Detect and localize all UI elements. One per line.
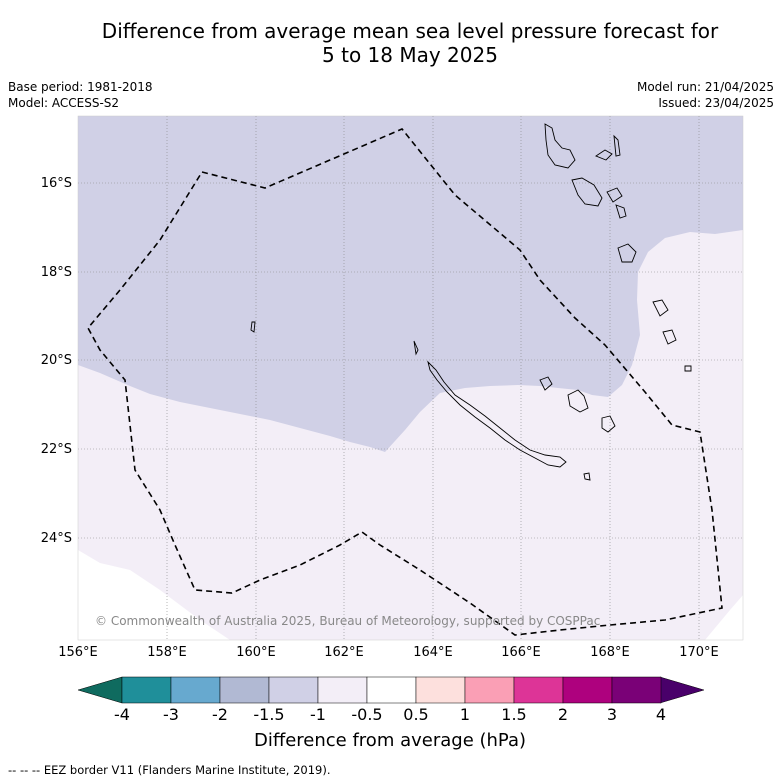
colorbar-segment	[562, 676, 613, 704]
coastlines	[250, 123, 692, 481]
colorbar-label: -1	[310, 705, 326, 724]
colorbar-segment	[611, 676, 662, 704]
lon-label: 158°E	[147, 645, 187, 660]
colorbar	[77, 676, 705, 704]
island-outline	[684, 365, 692, 372]
region-neutral-southeast	[705, 595, 743, 640]
colorbar-segment	[366, 676, 417, 704]
island-outline	[613, 134, 621, 157]
island-outline	[250, 321, 256, 333]
eez-border	[87, 128, 723, 636]
island-outline	[544, 123, 576, 169]
colorbar-label: 3	[606, 705, 618, 724]
title-line-2: 5 to 18 May 2025	[322, 43, 498, 67]
island-outline	[413, 340, 419, 356]
colorbar-segment	[464, 676, 515, 704]
island-outline	[617, 243, 637, 263]
base-period: Base period: 1981-2018	[8, 80, 153, 94]
lon-label: 162°E	[324, 645, 364, 660]
island-outline	[652, 299, 669, 317]
colorbar-label: 2	[557, 705, 569, 724]
colorbar-segment	[317, 676, 368, 704]
new-caledonia-outline	[427, 360, 567, 468]
island-outline	[615, 204, 627, 219]
colorbar-segment	[170, 676, 221, 704]
colorbar-label: -4	[114, 705, 130, 724]
lat-label: 22°S	[40, 442, 72, 457]
issued-date: Issued: 23/04/2025	[658, 96, 774, 110]
copyright-notice: © Commonwealth of Australia 2025, Bureau…	[95, 614, 601, 628]
map-frame	[77, 115, 744, 641]
colorbar-high-extension	[659, 676, 705, 704]
colorbar-segment	[219, 676, 270, 704]
colorbar-label: 1.5	[501, 705, 527, 724]
colorbar-segment	[415, 676, 466, 704]
colorbar-segment	[121, 676, 172, 704]
model-run: Model run: 21/04/2025	[636, 80, 774, 94]
island-outline	[606, 187, 623, 203]
lon-label: 166°E	[501, 645, 541, 660]
model-name: Model: ACCESS-S2	[8, 96, 120, 110]
colorbar-label: -3	[163, 705, 179, 724]
lon-label: 164°E	[413, 645, 453, 660]
meta-left: Base period: 1981-2018 Model: ACCESS-S2	[8, 79, 153, 111]
colorbar-segment	[268, 676, 319, 704]
colorbar-label: 1	[459, 705, 471, 724]
island-outline	[662, 329, 677, 345]
meta-right: Model run: 21/04/2025 Issued: 23/04/2025	[637, 79, 774, 111]
lat-label: 16°S	[40, 176, 72, 191]
colorbar-title: Difference from average (hPa)	[253, 730, 527, 751]
title-line-1: Difference from average mean sea level p…	[101, 19, 719, 43]
island-outline	[567, 389, 589, 413]
lat-label: 24°S	[40, 531, 72, 546]
colorbar-label: 0.5	[403, 705, 429, 724]
island-outline	[583, 472, 591, 481]
lon-label: 168°E	[590, 645, 630, 660]
colorbar-label: -2	[212, 705, 228, 724]
lon-label: 170°E	[679, 645, 719, 660]
colorbar-label: 4	[655, 705, 667, 724]
island-outline	[601, 415, 616, 433]
eez-footnote: -- -- -- EEZ border V11 (Flanders Marine…	[8, 763, 331, 777]
colorbar-segment	[513, 676, 564, 704]
lat-label: 20°S	[40, 353, 72, 368]
colorbar-label: -0.5	[351, 705, 383, 724]
island-outline	[571, 177, 603, 207]
lat-label: 18°S	[40, 265, 72, 280]
region-neutral-southwest	[78, 550, 230, 640]
graticule	[78, 116, 743, 640]
colorbar-label: -1.5	[253, 705, 285, 724]
map-title: Difference from average mean sea level p…	[60, 19, 760, 67]
island-outline	[539, 376, 553, 391]
lon-label: 156°E	[58, 645, 98, 660]
island-outline	[595, 149, 613, 161]
lon-label: 160°E	[236, 645, 276, 660]
colorbar-low-extension	[77, 676, 123, 704]
region-dark	[78, 116, 743, 452]
